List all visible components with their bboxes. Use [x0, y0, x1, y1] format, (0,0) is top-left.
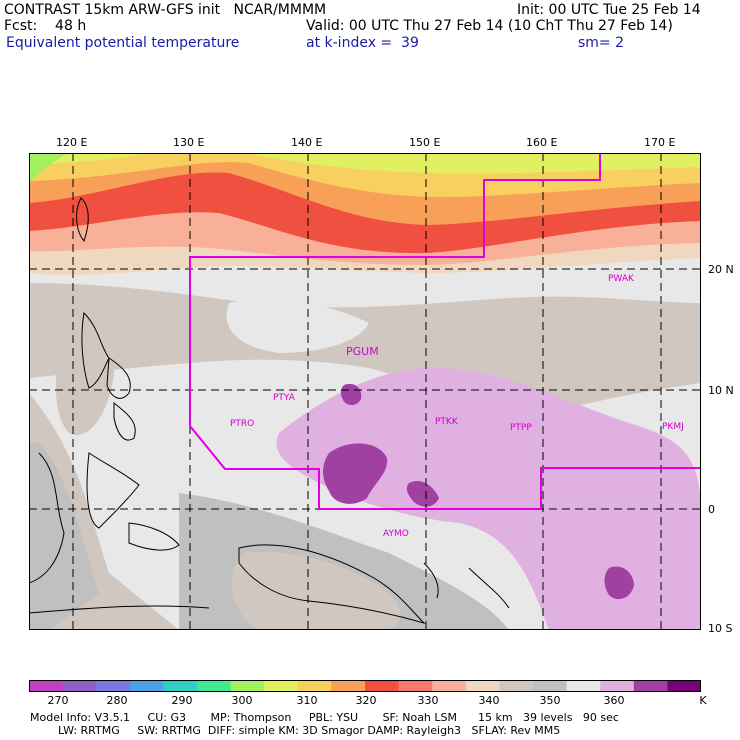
colorbar-swatch — [633, 680, 668, 692]
colorbar-swatch — [667, 680, 701, 692]
colorbar-tick-340: 340 — [478, 694, 500, 707]
colorbar-tick-300: 300 — [231, 694, 253, 707]
station-pkmj: PKMJ — [662, 422, 684, 432]
station-pgum: PGUM — [346, 345, 379, 358]
colorbar-swatch — [499, 680, 534, 692]
colorbar-swatch — [29, 680, 64, 692]
colorbar-tick-310: 310 — [296, 694, 318, 707]
map-frame — [29, 153, 701, 630]
lon-label-170: 170 E — [644, 136, 676, 149]
field-name: Equivalent potential temperature — [6, 35, 240, 51]
colorbar-swatch — [264, 680, 299, 692]
run-title: CONTRAST 15km ARW-GFS init NCAR/MMMM — [4, 2, 327, 18]
init-time: Init: 00 UTC Tue 25 Feb 14 — [517, 2, 701, 18]
colorbar-swatch — [398, 680, 433, 692]
colorbar-tick-280: 280 — [106, 694, 128, 707]
map-panel — [29, 153, 701, 630]
lon-label-160: 160 E — [526, 136, 558, 149]
colorbar-tick-320: 320 — [355, 694, 377, 707]
lat-label-20n: 20 N — [708, 263, 734, 276]
forecast-hour: Fcst: 48 h — [4, 18, 87, 34]
station-pwak: PWAK — [608, 274, 634, 284]
colorbar-tick-330: 330 — [417, 694, 439, 707]
colorbar-tick-270: 270 — [47, 694, 69, 707]
model-info-line2: LW: RRTMG SW: RRTMG DIFF: simple KM: 3D … — [30, 724, 561, 737]
coastlines — [29, 197, 510, 625]
station-ptpp: PTPP — [510, 423, 532, 433]
colorbar-swatch — [197, 680, 232, 692]
lon-label-130: 130 E — [173, 136, 205, 149]
lon-label-140: 140 E — [291, 136, 323, 149]
colorbar-unit: K — [699, 694, 707, 707]
station-ptro: PTRO — [230, 419, 255, 429]
lat-label-0: 0 — [708, 503, 715, 516]
colorbar-swatch — [465, 680, 500, 692]
colorbar-swatch — [62, 680, 97, 692]
colorbar-tick-350: 350 — [539, 694, 561, 707]
colorbar-swatch — [129, 680, 164, 692]
colorbar-frame — [29, 680, 701, 692]
lat-label-10s: 10 S — [708, 622, 733, 635]
colorbar-swatch — [600, 680, 635, 692]
colorbar-swatch — [297, 680, 332, 692]
colorbar-swatch — [96, 680, 131, 692]
colorbar-swatch — [331, 680, 366, 692]
smoothing-info: sm= 2 — [578, 35, 625, 51]
lon-label-120: 120 E — [56, 136, 88, 149]
station-aymo: AYMO — [383, 529, 409, 539]
station-ptya: PTYA — [273, 393, 295, 403]
colorbar-swatch — [432, 680, 467, 692]
level-info: at k-index = 39 — [306, 35, 419, 51]
colorbar-swatch — [163, 680, 198, 692]
model-info-line1: Model Info: V3.5.1 CU: G3 MP: Thompson P… — [30, 711, 619, 724]
colorbar-swatch — [365, 680, 400, 692]
colorbar-swatch — [533, 680, 568, 692]
lon-label-150: 150 E — [409, 136, 441, 149]
colorbar — [29, 680, 701, 692]
station-ptkk: PTKK — [435, 417, 458, 427]
colorbar-tick-290: 290 — [171, 694, 193, 707]
nest-domain-outline — [189, 153, 701, 510]
colorbar-tick-360: 360 — [603, 694, 625, 707]
colorbar-swatch — [230, 680, 265, 692]
lat-label-10n: 10 N — [708, 384, 734, 397]
valid-time: Valid: 00 UTC Thu 27 Feb 14 (10 ChT Thu … — [306, 18, 673, 34]
colorbar-swatch — [566, 680, 601, 692]
